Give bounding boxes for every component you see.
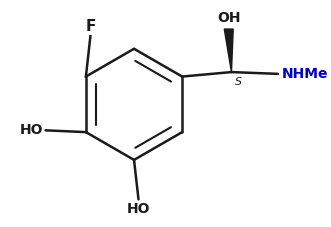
- Text: HO: HO: [20, 123, 43, 137]
- Text: F: F: [85, 19, 96, 34]
- Text: HO: HO: [127, 202, 150, 216]
- Polygon shape: [224, 29, 233, 72]
- Text: OH: OH: [217, 12, 241, 25]
- Text: NHMe: NHMe: [282, 67, 328, 81]
- Text: S: S: [235, 77, 242, 87]
